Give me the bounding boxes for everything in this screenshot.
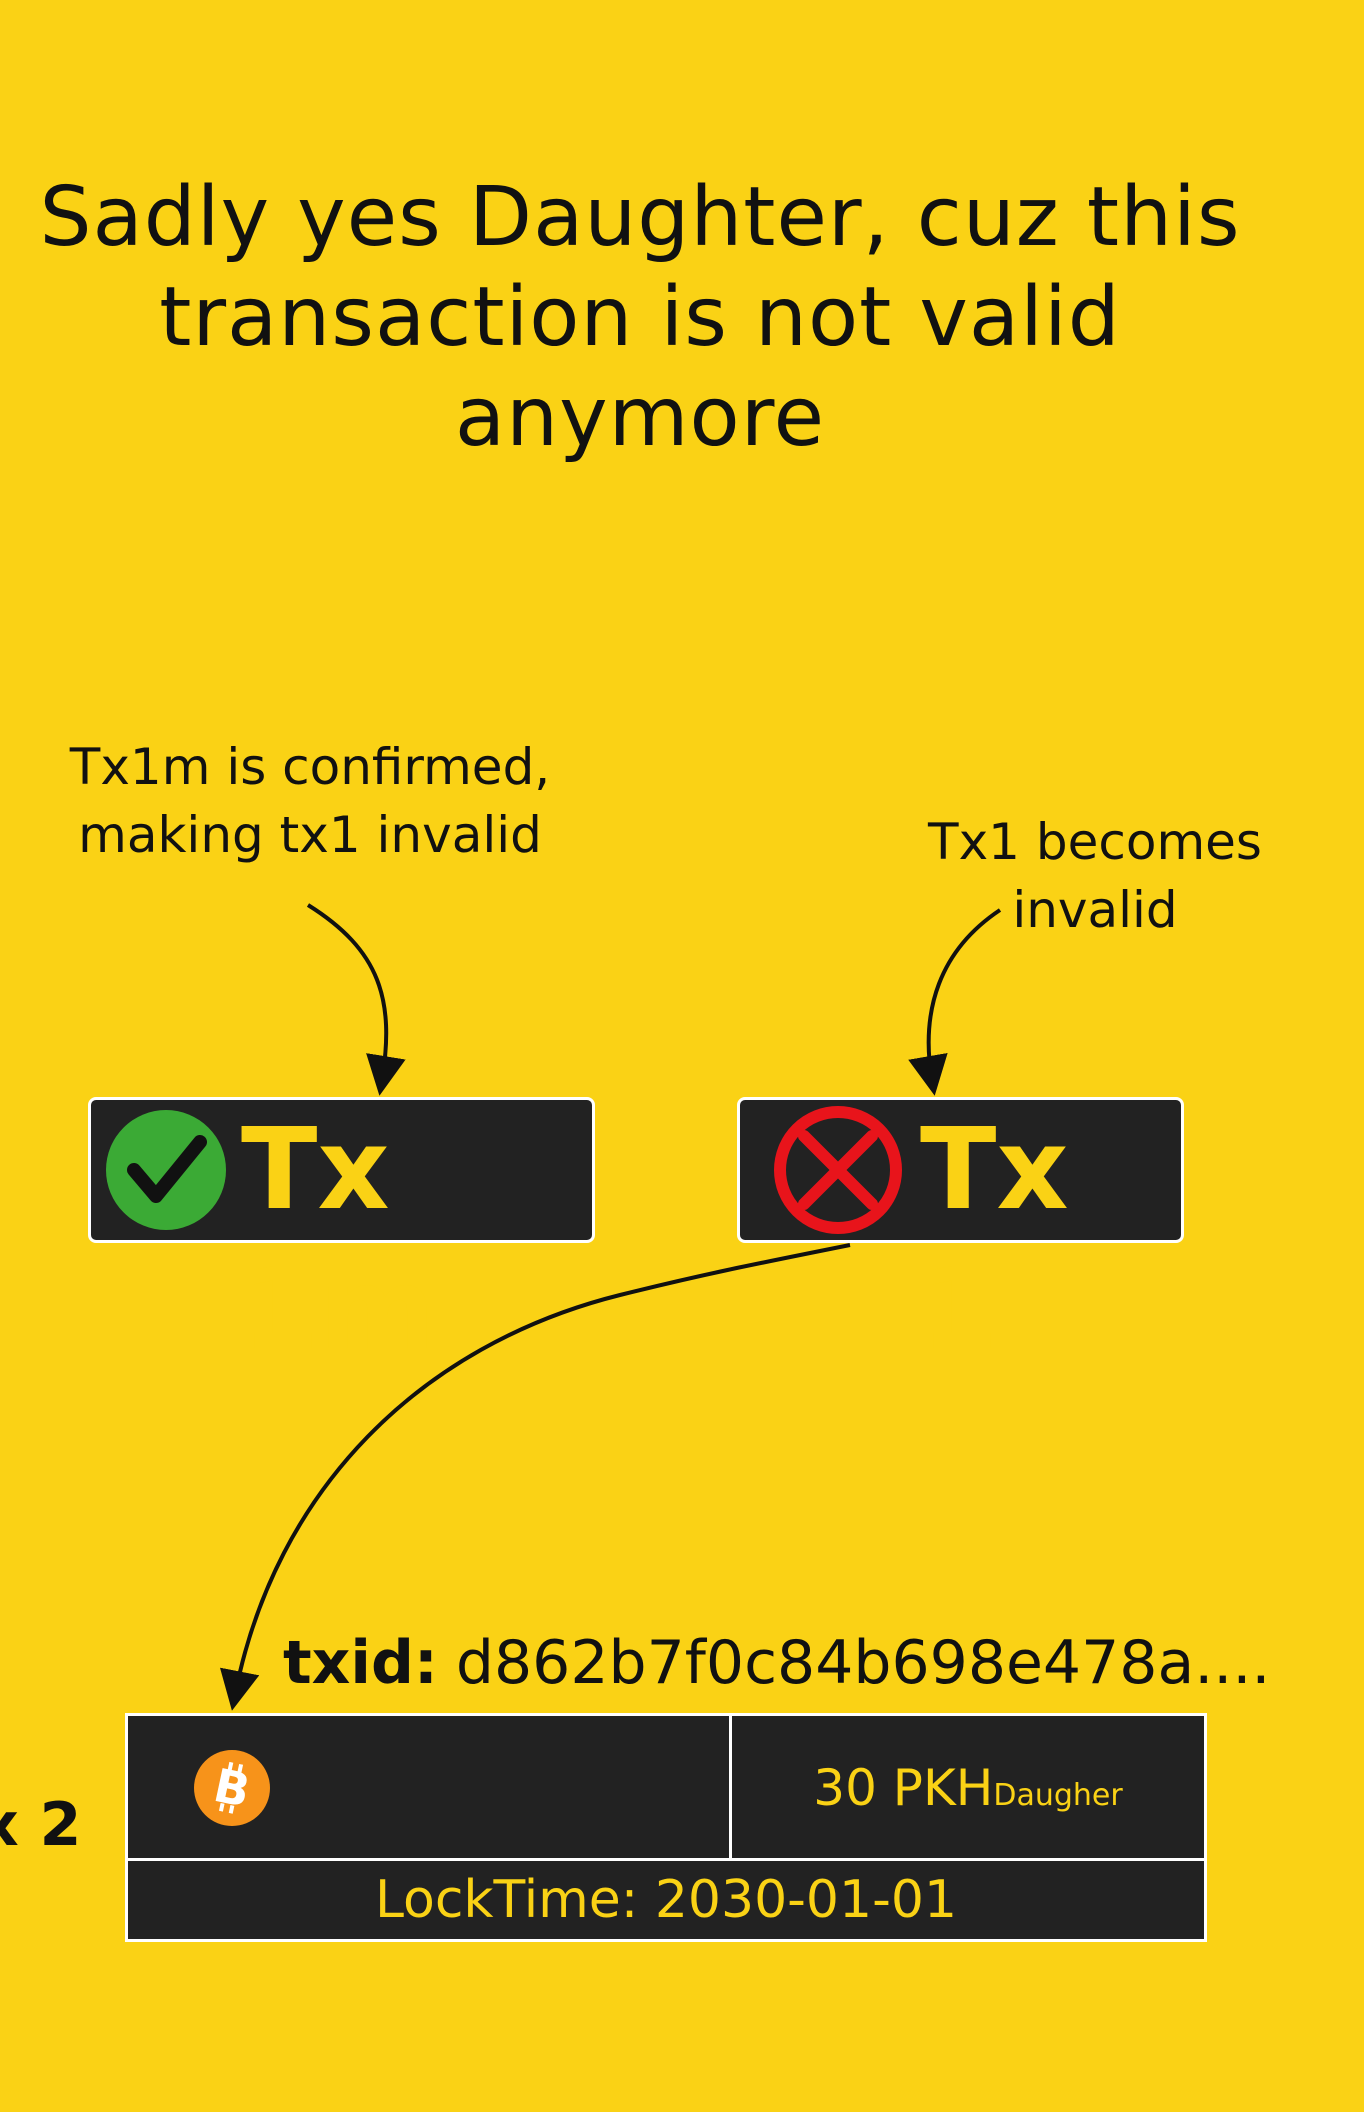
tx-1-box: Tx 1 <box>737 1097 1184 1375</box>
note-confirmed: Tx1m is confirmed, making tx1 invalid <box>30 733 590 869</box>
note-invalid-line-1: Tx1 becomes <box>928 813 1262 871</box>
check-circle-icon <box>106 1110 226 1230</box>
tx-1m-label: Tx 1m <box>241 1105 436 1375</box>
heading-line-1: Sadly yes Daughter, cuz this <box>39 170 1241 265</box>
tx-1m-box: Tx 1m <box>88 1097 595 1375</box>
transaction-table: B 30 PKHDaugher LockTime: 2030-01-01 <box>125 1713 1207 1942</box>
txid-row: txid: d862b7f0c84b698e478a.... <box>283 1628 1271 1698</box>
note-confirmed-line-1: Tx1m is confirmed, <box>69 738 551 796</box>
arrow-tx1-to-transaction <box>219 1243 851 1711</box>
output-amount: 30 PKH <box>813 1759 994 1817</box>
arrow-invalid-note <box>908 908 1002 1096</box>
txid-value: d862b7f0c84b698e478a.... <box>455 1628 1271 1698</box>
heading-line-2: transaction is not valid anymore <box>159 270 1121 465</box>
txid-label: txid: <box>283 1628 438 1698</box>
transaction-output-cell: 30 PKHDaugher <box>732 1716 1204 1861</box>
bitcoin-icon: B <box>194 1750 270 1826</box>
tx-1-label: Tx 1 <box>920 1105 1069 1375</box>
note-invalid: Tx1 becomes invalid <box>890 808 1300 944</box>
x-circle-icon <box>774 1106 902 1234</box>
note-confirmed-line-2: making tx1 invalid <box>78 806 542 864</box>
transaction-input-cell: B <box>128 1716 732 1861</box>
note-invalid-line-2: invalid <box>1012 881 1178 939</box>
arrow-confirmed-note <box>306 903 406 1096</box>
locktime-cell: LockTime: 2030-01-01 <box>374 1870 958 1930</box>
page-title: Sadly yes Daughter, cuz this transaction… <box>0 168 1280 468</box>
multiplier-label: x 2 <box>0 1790 82 1860</box>
output-subscript: Daugher <box>993 1778 1123 1813</box>
